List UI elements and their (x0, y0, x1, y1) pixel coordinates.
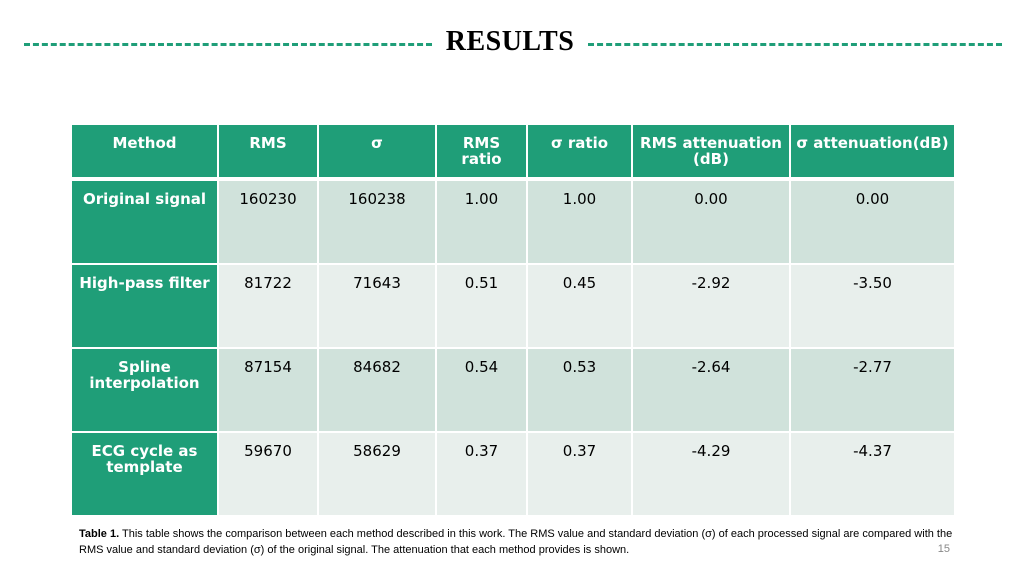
cell-sigma: 71643 (317, 263, 437, 349)
table-row: Original signal 160230 160238 1.00 1.00 … (70, 178, 956, 265)
cell-rms-ratio: 0.37 (435, 431, 528, 517)
results-table: Method RMS σ RMS ratio σ ratio RMS atten… (70, 123, 956, 517)
cell-rms-ratio: 0.54 (435, 347, 528, 433)
cell-sigma-ratio: 0.37 (526, 431, 633, 517)
cell-rms-attenuation: -2.64 (631, 347, 791, 433)
cell-sigma-attenuation: -2.77 (789, 347, 956, 433)
cell-sigma-ratio: 1.00 (526, 178, 633, 265)
header-sigma: σ (317, 123, 437, 181)
header-rms-ratio: RMS ratio (435, 123, 528, 181)
title-divider-right (588, 43, 1002, 46)
cell-rms: 87154 (217, 347, 319, 433)
table-row: Spline interpolation 87154 84682 0.54 0.… (70, 347, 956, 433)
cell-sigma-attenuation: 0.00 (789, 178, 956, 265)
row-method-label: Original signal (70, 178, 219, 265)
cell-rms: 160230 (217, 178, 319, 265)
table-header-row: Method RMS σ RMS ratio σ ratio RMS atten… (70, 123, 956, 181)
header-sigma-attenuation: σ attenuation(dB) (789, 123, 956, 181)
cell-sigma-ratio: 0.53 (526, 347, 633, 433)
cell-sigma-ratio: 0.45 (526, 263, 633, 349)
row-method-label: ECG cycle as template (70, 431, 219, 517)
header-method: Method (70, 123, 219, 181)
cell-rms-ratio: 1.00 (435, 178, 528, 265)
cell-sigma-attenuation: -4.37 (789, 431, 956, 517)
cell-rms: 59670 (217, 431, 319, 517)
table-row: ECG cycle as template 59670 58629 0.37 0… (70, 431, 956, 517)
cell-rms: 81722 (217, 263, 319, 349)
cell-rms-attenuation: -2.92 (631, 263, 791, 349)
title-divider-left (24, 43, 432, 46)
cell-rms-attenuation: 0.00 (631, 178, 791, 265)
page-number: 15 (937, 543, 950, 555)
caption-label: Table 1. (79, 528, 120, 540)
slide-title: RESULTS (445, 26, 575, 57)
cell-sigma: 84682 (317, 347, 437, 433)
header-sigma-ratio: σ ratio (526, 123, 633, 181)
table-row: High-pass filter 81722 71643 0.51 0.45 -… (70, 263, 956, 349)
row-method-label: High-pass filter (70, 263, 219, 349)
header-rms: RMS (217, 123, 319, 181)
cell-rms-ratio: 0.51 (435, 263, 528, 349)
caption-text: This table shows the comparison between … (79, 528, 953, 556)
cell-rms-attenuation: -4.29 (631, 431, 791, 517)
table-caption: Table 1. This table shows the comparison… (79, 526, 969, 558)
cell-sigma: 160238 (317, 178, 437, 265)
cell-sigma-attenuation: -3.50 (789, 263, 956, 349)
row-method-label: Spline interpolation (70, 347, 219, 433)
cell-sigma: 58629 (317, 431, 437, 517)
header-rms-attenuation: RMS attenuation (dB) (631, 123, 791, 181)
